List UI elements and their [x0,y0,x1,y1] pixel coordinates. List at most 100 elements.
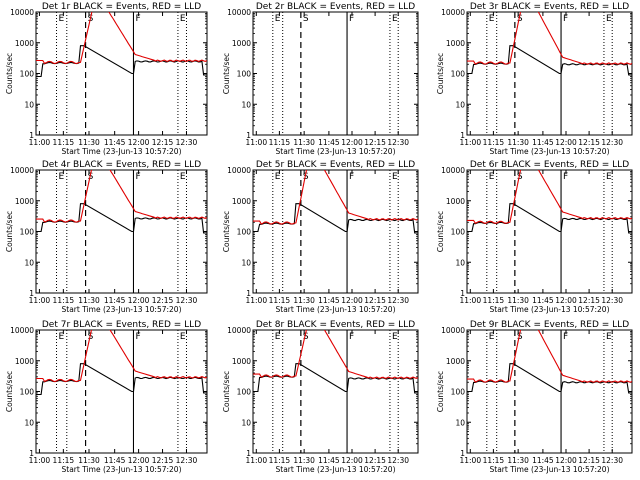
x-tick-label: 11:00 [245,138,267,147]
x-tick-label: 11:30 [78,296,100,305]
x-tick-label: 12:30 [601,456,623,465]
x-tick-label: 12:30 [601,138,623,147]
y-tick-label: 10 [241,100,251,109]
marker-label: E [392,172,398,182]
x-tick-label: 12:30 [387,296,409,305]
y-tick-label: 10 [24,418,34,427]
x-tick-label: 11:15 [53,138,75,147]
x-tick-label: 11:30 [78,138,100,147]
x-tick-label: 11:45 [318,138,340,147]
y-tick-label: 1 [246,131,251,140]
x-tick-label: 11:00 [29,138,51,147]
marker-label: F [563,332,568,342]
y-tick-label: 10000 [227,8,251,17]
chart-title: Det 4r BLACK = Events, RED = LLD [42,160,201,170]
chart-title: Det 8r BLACK = Events, RED = LLD [256,320,415,330]
marker-label: E [489,332,495,342]
x-tick-label: 12:30 [176,296,198,305]
x-tick-label: 12:00 [341,138,363,147]
x-tick-label: 12:15 [364,456,386,465]
y-tick-label: 10 [24,100,34,109]
x-tick-label: 12:15 [152,456,174,465]
chart-panel: Det 5r BLACK = Events, RED = LLD 1 10 100 10… [222,160,419,314]
chart-title: Det 6r BLACK = Events, RED = LLD [470,160,629,170]
y-axis-label: Counts/sec [222,371,231,412]
y-tick-label: 1 [29,131,34,140]
x-tick-label: 11:00 [245,296,267,305]
x-tick-label: 11:30 [507,138,529,147]
x-tick-label: 11:30 [78,456,100,465]
x-tick-label: 11:45 [318,296,340,305]
chart-title: Det 7r BLACK = Events, RED = LLD [42,320,201,330]
x-tick-label: 11:00 [459,296,481,305]
x-tick-label: 11:45 [104,296,126,305]
x-tick-label: 11:15 [269,296,291,305]
y-tick-label: 10000 [441,166,465,175]
x-axis-label: Start Time (23-Jun-13 10:57:20) [276,305,396,314]
chart-panel: Det 3r BLACK = Events, RED = LLD 1 10 100 10… [436,2,633,156]
x-tick-label: 12:30 [387,138,409,147]
y-axis-label: Counts/sec [5,371,14,412]
y-tick-label: 1 [460,289,465,298]
marker-label: S [303,14,309,24]
plot-frame [466,329,633,454]
x-tick-label: 12:00 [341,296,363,305]
marker-label: E [59,172,65,182]
y-tick-label: 10000 [441,8,465,17]
marker-label: F [349,332,354,342]
x-tick-label: 11:30 [507,296,529,305]
series-lld-line [467,330,632,383]
y-tick-label: 1000 [446,197,465,206]
x-tick-label: 11:30 [293,296,315,305]
x-axis-label: Start Time (23-Jun-13 10:57:20) [490,465,610,474]
series-lld-line [253,170,418,225]
marker-label: S [517,14,523,24]
y-tick-label: 10000 [10,166,34,175]
y-tick-label: 1 [460,131,465,140]
chart-panel: Det 4r BLACK = Events, RED = LLD 1 10 100 10… [5,160,208,314]
marker-label: E [275,332,281,342]
marker-label: F [349,172,354,182]
marker-label: F [135,172,140,182]
x-tick-label: 11:00 [459,138,481,147]
y-axis-label: Counts/sec [222,211,231,252]
y-tick-label: 10 [241,258,251,267]
chart-panel: Det 1r BLACK = Events, RED = LLD 1 10 100 10… [5,2,208,156]
chart-panel: Det 9r BLACK = Events, RED = LLD 1 10 100 10… [436,320,633,474]
x-tick-label: 11:00 [245,456,267,465]
x-tick-label: 12:00 [128,138,150,147]
y-tick-label: 1 [246,449,251,458]
x-tick-label: 12:30 [601,296,623,305]
marker-label: S [303,172,309,182]
marker-label: F [563,172,568,182]
x-tick-label: 12:00 [128,296,150,305]
x-tick-label: 12:00 [128,456,150,465]
y-axis-label: Counts/sec [5,53,14,94]
y-tick-label: 10000 [441,326,465,335]
chart-panel: Det 6r BLACK = Events, RED = LLD 1 10 100 10… [436,160,633,314]
y-tick-label: 1000 [232,357,251,366]
marker-label: E [180,172,186,182]
marker-label: S [303,332,309,342]
x-tick-label: 11:45 [532,456,554,465]
marker-label: S [517,172,523,182]
x-axis-label: Start Time (23-Jun-13 10:57:20) [62,147,182,156]
y-tick-label: 100 [451,70,466,79]
marker-label: E [275,14,281,24]
x-tick-label: 11:30 [293,456,315,465]
plot-frame [252,11,419,136]
x-tick-label: 12:15 [578,138,600,147]
y-tick-label: 100 [237,388,252,397]
x-axis-label: Start Time (23-Jun-13 10:57:20) [490,147,610,156]
series-lld-line [467,170,632,225]
marker-label: S [88,332,94,342]
y-axis-label: Counts/sec [436,371,445,412]
x-tick-label: 11:15 [483,456,505,465]
y-axis-label: Counts/sec [222,53,231,94]
x-tick-label: 11:15 [53,296,75,305]
y-tick-label: 1000 [15,197,34,206]
plot-frame [466,11,633,136]
x-tick-label: 12:15 [578,296,600,305]
x-tick-label: 12:15 [364,296,386,305]
chart-panel: Det 2r BLACK = Events, RED = LLD 1 10 100 10… [222,2,419,156]
